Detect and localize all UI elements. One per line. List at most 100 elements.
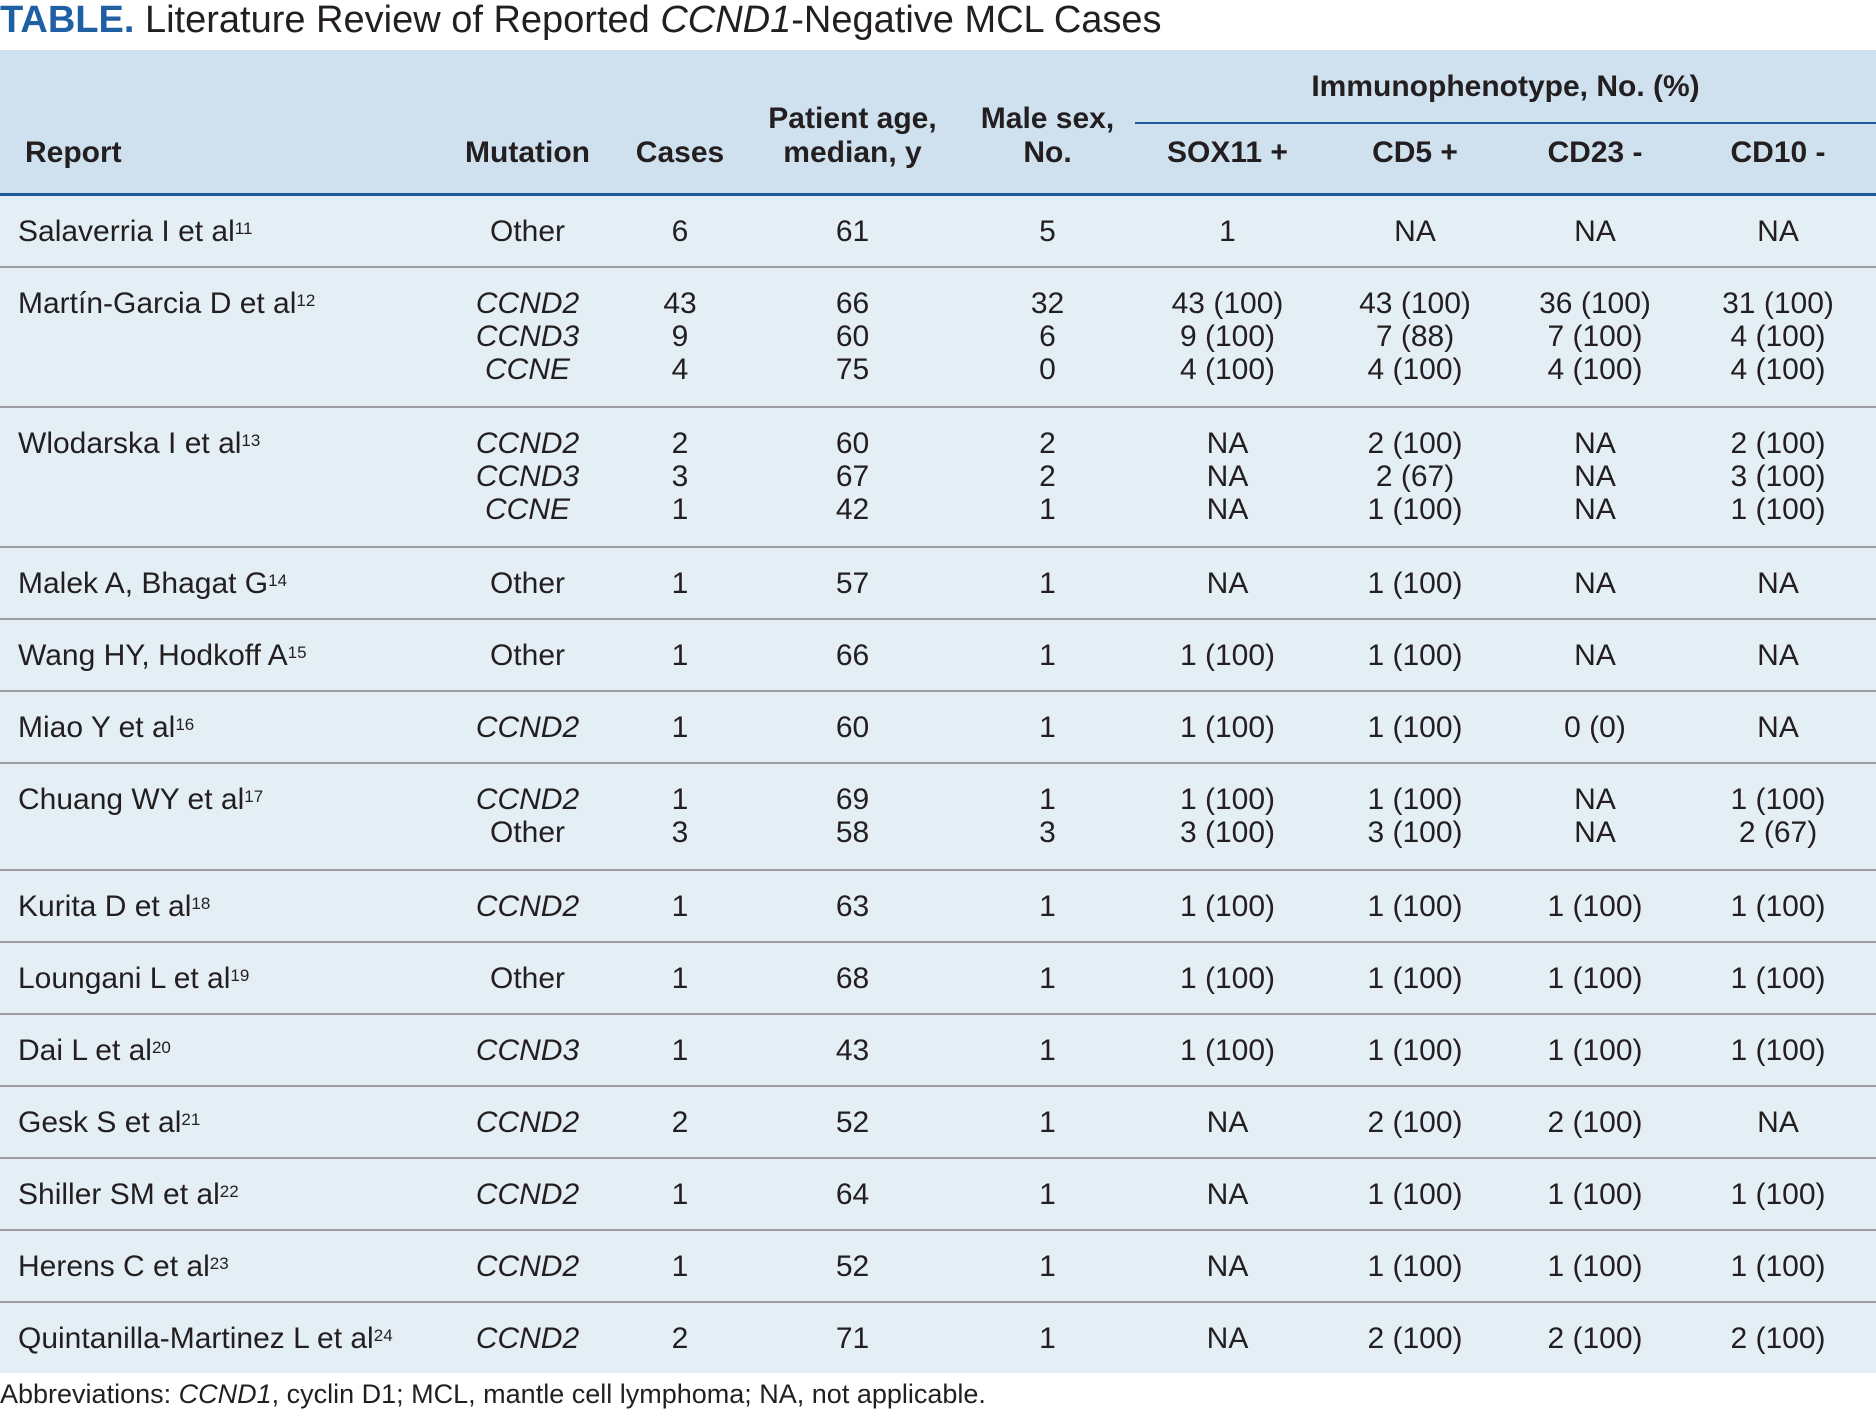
cd23-value: 0 (0) — [1564, 711, 1626, 744]
report-cell: Malek A, Bhagat G14 — [18, 548, 438, 637]
cd23-cell: 1 (100) — [1510, 1231, 1680, 1320]
mutation-value: CCND2 — [475, 1250, 580, 1283]
title-suffix: -Negative MCL Cases — [791, 0, 1162, 41]
male-value: 2 — [1039, 460, 1056, 493]
male-value: 1 — [1039, 1322, 1056, 1355]
sox11-value: NA — [1206, 1178, 1249, 1211]
cd5-cell: 2 (100) 2 (67) 1 (100) — [1320, 408, 1510, 565]
sox11-value: 9 (100) — [1179, 320, 1276, 353]
cd23-cell: NA NA — [1510, 764, 1680, 888]
mutation-value: CCND2 — [475, 890, 580, 923]
male-cell: 1 — [960, 1231, 1135, 1320]
mutation-cell: CCND2 — [440, 1303, 615, 1392]
header-cd5: CD5 + — [1372, 136, 1458, 169]
report-name: Malek A, Bhagat G — [18, 567, 269, 600]
cases-cell: 1 — [615, 620, 745, 709]
age-cell: 52 — [745, 1087, 960, 1176]
cases-cell: 43 9 4 — [615, 268, 745, 425]
cd10-value: NA — [1757, 215, 1799, 248]
report-name: Wlodarska I et al — [18, 427, 242, 460]
header-mutation: Mutation — [465, 136, 590, 169]
cases-cell: 2 — [615, 1087, 745, 1176]
table-row: Miao Y et al16 CCND2 1 60 1 1 (100) 1 (100) 0 (… — [0, 692, 1876, 764]
male-value: 1 — [1039, 493, 1056, 526]
cd23-value: 4 (100) — [1547, 353, 1643, 386]
cases-value: 9 — [671, 320, 689, 353]
report-name: Herens C et al — [18, 1250, 210, 1283]
cd5-value: NA — [1394, 215, 1436, 248]
report-cell: Wang HY, Hodkoff A15 — [18, 620, 438, 709]
mutation-cell: CCND3 — [440, 1015, 615, 1104]
table-row: Loungani L et al19 Other 1 68 1 1 (100) 1 (100… — [0, 943, 1876, 1015]
male-value: 1 — [1039, 1250, 1056, 1283]
cd5-cell: 1 (100) — [1320, 692, 1510, 781]
report-name: Kurita D et al — [18, 890, 192, 923]
cases-value: 2 — [671, 1106, 689, 1139]
header-sox11: SOX11 + — [1167, 136, 1288, 169]
sox11-value: 3 (100) — [1179, 816, 1276, 849]
cd5-value: 1 (100) — [1367, 567, 1463, 600]
report-name: Salaverria I et al — [18, 215, 235, 248]
reference-number: 22 — [219, 1182, 239, 1201]
cd5-value: 2 (100) — [1367, 1322, 1463, 1355]
mutation-value: CCND2 — [475, 427, 580, 460]
sox11-value: NA — [1206, 1322, 1249, 1355]
footnote-gene: CCND1 — [178, 1379, 272, 1409]
cd23-value: 2 (100) — [1547, 1322, 1643, 1355]
cd23-value: NA — [1574, 639, 1616, 672]
male-cell: 1 — [960, 943, 1135, 1032]
mutation-value: Other — [489, 816, 566, 849]
reference-number: 24 — [373, 1326, 393, 1345]
reference-number: 20 — [151, 1038, 171, 1057]
cases-cell: 2 — [615, 1303, 745, 1392]
cd5-value: 3 (100) — [1367, 816, 1463, 849]
report-name: Loungani L et al — [18, 962, 231, 995]
cd5-value: 2 (67) — [1375, 460, 1455, 493]
header-group-rule — [1135, 122, 1876, 124]
cd5-cell: 2 (100) — [1320, 1087, 1510, 1176]
sox11-cell: 1 (100) — [1135, 620, 1320, 709]
cd10-cell: NA — [1680, 620, 1876, 709]
sox11-cell: NA NA NA — [1135, 408, 1320, 565]
cases-value: 1 — [671, 1034, 689, 1067]
mutation-value: CCNE — [484, 353, 570, 386]
cd5-value: 1 (100) — [1367, 1034, 1463, 1067]
table-row: Gesk S et al21 CCND2 2 52 1 NA 2 (100) 2 (100) N… — [0, 1087, 1876, 1159]
age-value: 66 — [835, 639, 870, 672]
cd23-value: 2 (100) — [1547, 1106, 1643, 1139]
reference-number: 23 — [209, 1254, 229, 1273]
cd5-cell: 1 (100) 3 (100) — [1320, 764, 1510, 888]
header-male-line1: Male sex, — [980, 102, 1115, 135]
cd23-value: 1 (100) — [1547, 1034, 1643, 1067]
mutation-cell: CCND2 — [440, 1231, 615, 1320]
age-value: 43 — [835, 1034, 870, 1067]
sox11-value: NA — [1206, 1250, 1249, 1283]
cd23-value: 1 (100) — [1547, 890, 1643, 923]
header-cd23: CD23 - — [1547, 136, 1643, 169]
mutation-value: Other — [489, 215, 566, 248]
cd23-value: NA — [1574, 215, 1616, 248]
mutation-value: Other — [489, 567, 566, 600]
cd5-value: 1 (100) — [1367, 639, 1463, 672]
cd10-value: 1 (100) — [1730, 962, 1826, 995]
mutation-value: Other — [489, 962, 566, 995]
mutation-value: CCND2 — [475, 783, 580, 816]
mutation-value: CCND2 — [475, 1322, 580, 1355]
male-value: 5 — [1039, 215, 1056, 248]
cd10-cell: 1 (100) — [1680, 943, 1876, 1032]
report-cell: Quintanilla-Martinez L et al24 — [18, 1303, 438, 1392]
cases-cell: 1 — [615, 692, 745, 781]
age-cell: 43 — [745, 1015, 960, 1104]
sox11-cell: NA — [1135, 548, 1320, 637]
cd23-cell: 0 (0) — [1510, 692, 1680, 781]
header-report: Report — [25, 136, 122, 169]
report-cell: Miao Y et al16 — [18, 692, 438, 781]
cases-value: 1 — [671, 962, 689, 995]
cd5-cell: 1 (100) — [1320, 1231, 1510, 1320]
cases-value: 1 — [671, 1250, 689, 1283]
male-value: 32 — [1030, 287, 1065, 320]
cd10-value: 3 (100) — [1730, 460, 1826, 493]
header-age: Patient age, median, y — [745, 102, 960, 170]
sox11-cell: NA — [1135, 1087, 1320, 1176]
sox11-value: 1 (100) — [1179, 711, 1276, 744]
